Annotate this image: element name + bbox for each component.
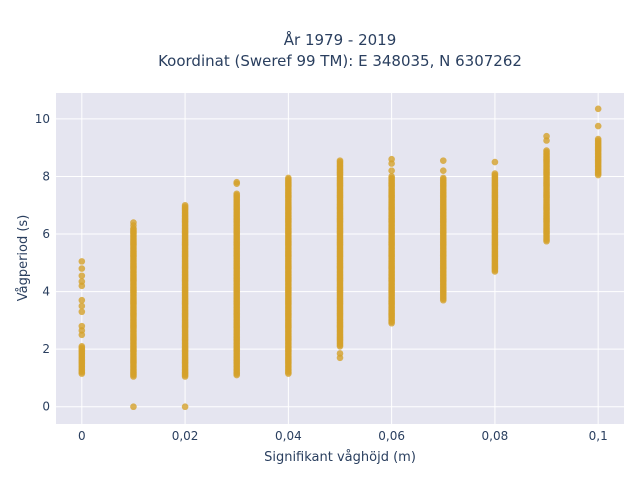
data-point [594,105,602,113]
chart-title-line1: År 1979 - 2019 [284,30,397,49]
data-point [439,167,447,175]
data-point [181,403,189,411]
data-point [594,135,602,143]
data-point [439,157,447,164]
y-tick-label: 6 [42,227,50,241]
data-point [130,219,137,226]
data-point [594,122,602,130]
x-tick-label: 0,04 [275,429,302,443]
data-point [181,201,189,209]
data-point [78,265,86,272]
data-point [388,173,395,180]
data-point [543,147,550,154]
data-point [233,178,241,186]
y-tick-label: 10 [35,112,50,126]
data-point [388,167,395,175]
data-point [78,342,86,350]
data-point [78,278,86,285]
data-point [491,170,499,177]
data-point [336,157,344,164]
x-tick-label: 0,02 [172,429,199,443]
data-point [78,302,86,310]
data-point [285,174,292,182]
data-points [78,105,602,411]
x-tick-label: 0,06 [378,429,405,443]
data-point [491,158,499,166]
x-tick-label: 0,1 [589,429,608,443]
y-tick-label: 8 [42,169,50,183]
y-tick-label: 4 [42,285,50,299]
tick-labels: 0 0,02 0,04 0,06 0,08 0,1 0 2 4 6 8 10 [35,112,608,443]
x-tick-label: 0 [78,429,86,443]
data-point [543,132,550,140]
y-tick-label: 2 [42,342,50,356]
data-point [233,190,241,198]
y-axis-title: Vågperiod (s) [16,215,31,302]
x-axis-title: Signifikant våghöjd (m) [264,450,416,465]
data-point [78,272,86,280]
y-tick-label: 0 [42,400,50,414]
data-point [78,322,86,330]
x-tick-label: 0,08 [482,429,509,443]
data-point [388,155,395,163]
data-point [439,174,447,182]
data-point [78,296,86,304]
chart-title-line2: Koordinat (Sweref 99 TM): E 348035, N 63… [158,52,522,70]
data-point [336,350,344,357]
data-point [78,308,86,316]
data-point [78,258,86,265]
data-point [130,403,137,411]
